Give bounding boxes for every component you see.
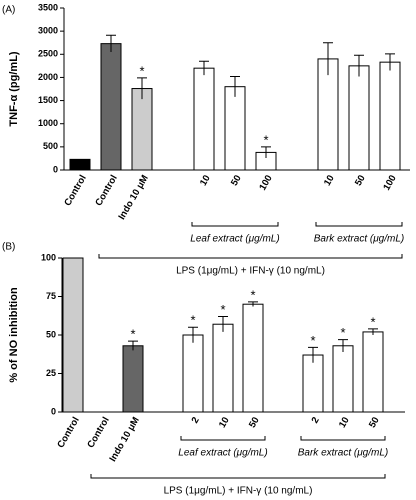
y-tick-label: 1500 xyxy=(38,95,58,105)
bar xyxy=(69,158,91,171)
error-bar xyxy=(188,326,198,343)
bar xyxy=(242,303,264,413)
significance-mark: * xyxy=(370,314,375,329)
y-tick-label: 25 xyxy=(46,368,56,378)
significance-mark: * xyxy=(220,302,225,317)
bar xyxy=(348,65,370,171)
panel-label: (A) xyxy=(2,5,15,16)
bar xyxy=(122,345,144,413)
y-tick-label: 0 xyxy=(51,406,56,416)
x-tick-label: Indo 10 μM xyxy=(107,415,141,464)
bar xyxy=(131,88,153,171)
error-bar xyxy=(354,54,364,77)
treatment-bracket xyxy=(98,254,403,259)
bar xyxy=(379,61,401,171)
x-tick-label: 2 xyxy=(310,415,322,425)
y-tick-label: 75 xyxy=(46,291,56,301)
significance-mark: * xyxy=(340,325,345,340)
x-tick-label: Control xyxy=(55,415,81,450)
bar xyxy=(317,58,339,171)
bar xyxy=(212,323,234,413)
group-bracket xyxy=(180,436,266,441)
x-tick-label: 2 xyxy=(190,415,202,425)
error-bar xyxy=(368,328,378,335)
y-tick-label: 2000 xyxy=(38,72,58,82)
x-tick-label: Control xyxy=(93,173,119,208)
bar xyxy=(62,257,84,413)
x-tick-label: 10 xyxy=(322,173,337,188)
y-tick-label: 3500 xyxy=(38,2,58,12)
panel-label: (B) xyxy=(2,242,15,253)
group-bracket xyxy=(300,436,386,441)
x-tick-label: 10 xyxy=(337,415,352,430)
bar xyxy=(182,334,204,413)
error-bar xyxy=(248,301,258,307)
y-axis-title: % of NO inhibition xyxy=(8,287,20,383)
y-tick-label: 500 xyxy=(43,141,58,151)
y-axis-title: TNF-α (pg/mL) xyxy=(8,51,20,127)
significance-mark: * xyxy=(250,287,255,302)
treatment-bracket xyxy=(90,474,386,479)
x-tick-label: Control xyxy=(85,415,111,450)
group-label: Bark extract (μg/mL) xyxy=(314,234,405,245)
bar xyxy=(302,354,324,413)
significance-mark: * xyxy=(130,327,135,342)
y-tick-label: 2500 xyxy=(38,49,58,59)
error-bar xyxy=(323,42,333,76)
error-bar xyxy=(308,346,318,363)
x-tick-label: Indo 10 μM xyxy=(116,173,150,222)
error-bar xyxy=(199,60,209,76)
bar xyxy=(332,345,354,413)
y-tick-label: 0 xyxy=(53,164,58,174)
bar xyxy=(362,331,384,413)
x-tick-label: 10 xyxy=(198,173,213,188)
significance-mark: * xyxy=(190,313,195,328)
x-tick-label: 50 xyxy=(353,173,368,188)
bar xyxy=(193,67,215,171)
group-label: Bark extract (μg/mL) xyxy=(298,448,389,459)
significance-mark: * xyxy=(310,333,315,348)
group-label: Leaf extract (μg/mL) xyxy=(178,448,267,459)
error-bar xyxy=(338,339,348,352)
treatment-label: LPS (1μg/mL) + IFN-γ (10 ng/mL) xyxy=(164,486,313,497)
bar xyxy=(100,43,122,171)
x-tick-label: 10 xyxy=(217,415,232,430)
significance-mark: * xyxy=(139,63,144,78)
group-label: Leaf extract (μg/mL) xyxy=(190,234,279,245)
y-tick-label: 1000 xyxy=(38,118,58,128)
group-bracket xyxy=(315,222,403,227)
x-tick-label: 100 xyxy=(381,173,398,192)
error-bar xyxy=(128,340,138,351)
error-bar xyxy=(218,316,228,332)
x-tick-label: 100 xyxy=(257,173,274,192)
error-bar xyxy=(137,77,147,100)
x-tick-label: 50 xyxy=(247,415,262,430)
x-tick-label: 50 xyxy=(229,173,244,188)
error-bar xyxy=(385,53,395,71)
x-tick-label: Control xyxy=(62,173,88,208)
y-tick-label: 50 xyxy=(46,329,56,339)
significance-mark: * xyxy=(263,132,268,147)
x-tick-label: 50 xyxy=(367,415,382,430)
bar xyxy=(224,86,246,171)
treatment-label: LPS (1μg/mL) + IFN-γ (10 ng/mL) xyxy=(176,266,325,277)
y-tick-label: 3000 xyxy=(38,26,58,36)
error-bar xyxy=(261,146,271,158)
group-bracket xyxy=(191,222,279,227)
y-tick-label: 100 xyxy=(41,252,56,262)
error-bar xyxy=(230,76,240,97)
error-bar xyxy=(106,34,116,52)
